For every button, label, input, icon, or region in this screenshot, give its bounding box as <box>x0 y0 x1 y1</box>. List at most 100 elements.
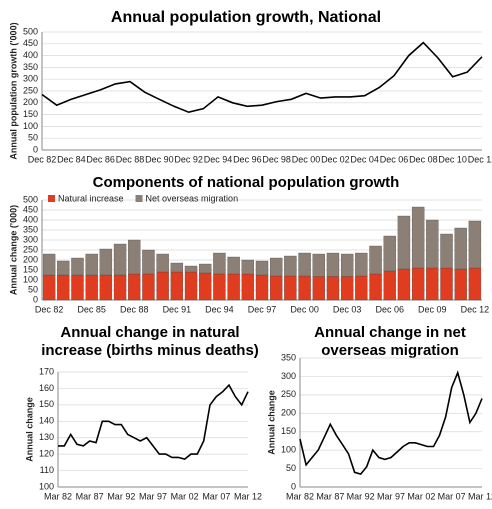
x-tick-label: Mar 97 <box>139 491 167 501</box>
bar-segment <box>312 253 325 277</box>
bar-segment <box>156 271 169 301</box>
x-tick-label: Dec 90 <box>145 154 174 164</box>
x-tick-label: Dec 10 <box>438 154 467 164</box>
x-tick-label: Dec 12 <box>461 304 490 314</box>
y-tick-label: 200 <box>23 254 38 264</box>
legend-swatch <box>48 195 55 202</box>
x-tick-label: Dec 94 <box>204 154 233 164</box>
y-tick-label: 130 <box>39 432 54 442</box>
bar-segment <box>199 272 212 301</box>
bar-segment <box>411 206 425 269</box>
x-tick-label: Mar 92 <box>107 491 135 501</box>
bar-segment <box>199 263 212 274</box>
y-tick-label: 500 <box>23 194 38 204</box>
bar-segment <box>397 215 411 270</box>
x-tick-label: Dec 09 <box>418 304 447 314</box>
y-tick-label: 0 <box>291 481 296 491</box>
x-tick-label: Dec 08 <box>409 154 438 164</box>
x-tick-label: Mar 92 <box>347 491 375 501</box>
bar-segment <box>113 243 127 276</box>
y-tick-label: 0 <box>33 144 38 154</box>
x-tick-label: Dec 85 <box>77 304 106 314</box>
x-tick-label: Dec 88 <box>116 154 145 164</box>
x-tick-label: Mar 02 <box>407 491 435 501</box>
bar-segment <box>440 267 453 301</box>
y-tick-label: 140 <box>39 416 54 426</box>
x-tick-label: Mar 82 <box>286 491 314 501</box>
x-tick-label: Dec 97 <box>248 304 277 314</box>
x-tick-label: Dec 94 <box>205 304 234 314</box>
y-tick-label: 170 <box>39 366 54 376</box>
y-tick-label: 160 <box>39 383 54 393</box>
bar-segment <box>355 252 368 277</box>
x-tick-label: Dec 00 <box>290 304 319 314</box>
bar-segment <box>355 275 368 301</box>
x-tick-label: Dec 86 <box>86 154 115 164</box>
bar-segment <box>397 268 411 301</box>
bar-segment <box>184 271 198 301</box>
x-tick-label: Dec 82 <box>35 304 64 314</box>
line <box>58 383 249 460</box>
bar-segment <box>369 245 382 275</box>
bar-segment <box>99 274 113 301</box>
x-tick-label: Mar 87 <box>76 491 104 501</box>
y-tick-label: 100 <box>281 445 296 455</box>
y-axis-label: Annual change ('000) <box>8 205 18 295</box>
x-tick-label: Dec 92 <box>174 154 203 164</box>
bar-segment <box>42 253 56 276</box>
bar-segment <box>71 274 84 301</box>
y-tick-label: 250 <box>23 85 38 95</box>
chart-title: Components of national population growth <box>92 174 400 191</box>
y-tick-label: 200 <box>281 408 296 418</box>
bar-segment <box>383 270 396 301</box>
bar-segment <box>241 259 254 275</box>
y-tick-label: 150 <box>23 264 38 274</box>
bar-segment <box>227 273 240 301</box>
x-tick-label: Dec 82 <box>28 154 57 164</box>
y-tick-label: 0 <box>33 294 38 304</box>
y-tick-label: 300 <box>281 371 296 381</box>
y-tick-label: 100 <box>23 274 38 284</box>
x-tick-label: Dec 00 <box>292 154 321 164</box>
bar-segment <box>170 262 184 273</box>
bar-segment <box>284 255 297 277</box>
chart-title: Annual change in natural increase (birth… <box>41 324 259 359</box>
y-tick-label: 250 <box>281 389 296 399</box>
x-tick-label: Mar 12 <box>468 491 492 501</box>
legend-label: Natural increase <box>58 193 124 203</box>
y-tick-label: 100 <box>23 121 38 131</box>
x-tick-label: Mar 12 <box>234 491 262 501</box>
y-tick-label: 150 <box>281 426 296 436</box>
bar-segment <box>298 275 311 301</box>
bar-segment <box>128 239 141 275</box>
bar-segment <box>142 273 155 301</box>
bar-segment <box>99 248 113 276</box>
y-axis-label: Annual change <box>24 397 34 462</box>
y-tick-label: 450 <box>23 38 38 48</box>
y-tick-label: 150 <box>39 399 54 409</box>
x-tick-label: Dec 06 <box>375 304 404 314</box>
legend-label: Net overseas migration <box>146 193 239 203</box>
chart-title: Annual population growth, National <box>110 9 382 26</box>
bar-segment <box>128 273 141 301</box>
bar-segment <box>42 274 56 301</box>
y-tick-label: 400 <box>23 50 38 60</box>
bar-segment <box>71 257 84 276</box>
x-tick-label: Dec 84 <box>57 154 86 164</box>
bar-segment <box>241 273 254 301</box>
line <box>299 370 483 476</box>
bar-segment <box>326 276 340 301</box>
y-tick-label: 150 <box>23 109 38 119</box>
x-tick-label: Dec 06 <box>380 154 409 164</box>
bar-segment <box>298 252 311 277</box>
bar-segment <box>184 265 198 273</box>
x-tick-label: Mar 97 <box>377 491 405 501</box>
y-tick-label: 300 <box>23 74 38 84</box>
chart-title: Annual change in net overseas migration <box>314 324 466 359</box>
bar-segment <box>213 252 226 275</box>
bar-segment <box>284 275 297 301</box>
y-tick-label: 350 <box>23 224 38 234</box>
y-tick-label: 110 <box>40 465 54 475</box>
y-tick-label: 250 <box>23 244 38 254</box>
